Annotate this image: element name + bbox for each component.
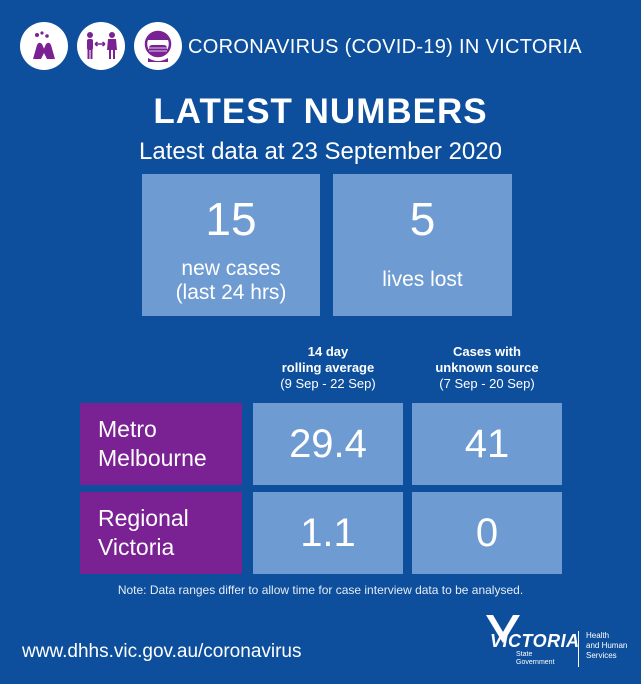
row-label-line: Metro (98, 416, 157, 442)
row-label-line: Melbourne (98, 445, 207, 471)
new-cases-value: 15 (205, 193, 257, 245)
row-label-regional-victoria: Regional Victoria (80, 492, 242, 574)
column-header-title: rolling average (281, 360, 375, 375)
lives-lost-value: 5 (409, 193, 436, 245)
new-cases-period: (last 24 hrs) (175, 281, 287, 304)
row-label-metro-melbourne: Metro Melbourne (80, 403, 242, 485)
regional-unknown-source-cell: 0 (412, 492, 562, 574)
metro-unknown-source-cell: 41 (412, 403, 562, 485)
header: CORONAVIRUS (COVID-19) IN VICTORIA (20, 22, 620, 74)
lives-lost-box: 5 lives lost (333, 174, 512, 316)
new-cases-label: new cases (181, 257, 281, 280)
hand-washing-icon (20, 22, 68, 70)
victoria-government-logo: VICTORIA State Government Health and Hum… (486, 615, 636, 675)
face-mask-icon (134, 22, 182, 70)
column-header-title: Cases with (453, 344, 521, 359)
new-cases-box: 15 new cases (last 24 hrs) (142, 174, 320, 316)
logo-divider (578, 631, 579, 667)
logo-department: Health and Human Services (586, 631, 628, 660)
row-label-line: Victoria (98, 534, 175, 560)
column-header-title: 14 day (307, 344, 349, 359)
metro-rolling-average-cell: 29.4 (253, 403, 403, 485)
logo-state: State Government (516, 651, 555, 666)
victoria-chevron-icon (486, 615, 520, 643)
column-header-title: unknown source (435, 360, 539, 375)
column-header-rolling-average: 14 day rolling average (9 Sep - 22 Sep) (253, 344, 403, 392)
row-label-line: Regional (98, 505, 189, 531)
header-title: CORONAVIRUS (COVID-19) IN VICTORIA (188, 36, 582, 58)
physical-distancing-icon (77, 22, 125, 70)
website-link[interactable]: www.dhhs.vic.gov.au/coronavirus (22, 641, 302, 662)
data-note: Note: Data ranges differ to allow time f… (117, 583, 524, 597)
page-title: LATEST NUMBERS (153, 92, 488, 131)
page-subtitle: Latest data at 23 September 2020 (139, 138, 502, 165)
regional-rolling-average-cell: 1.1 (253, 492, 403, 574)
lives-lost-label: lives lost (382, 268, 463, 291)
logo-name: VICTORIA (490, 631, 580, 651)
column-header-unknown-source: Cases with unknown source (7 Sep - 20 Se… (412, 344, 562, 392)
column-header-range: (7 Sep - 20 Sep) (439, 376, 535, 391)
column-header-range: (9 Sep - 22 Sep) (280, 376, 376, 391)
